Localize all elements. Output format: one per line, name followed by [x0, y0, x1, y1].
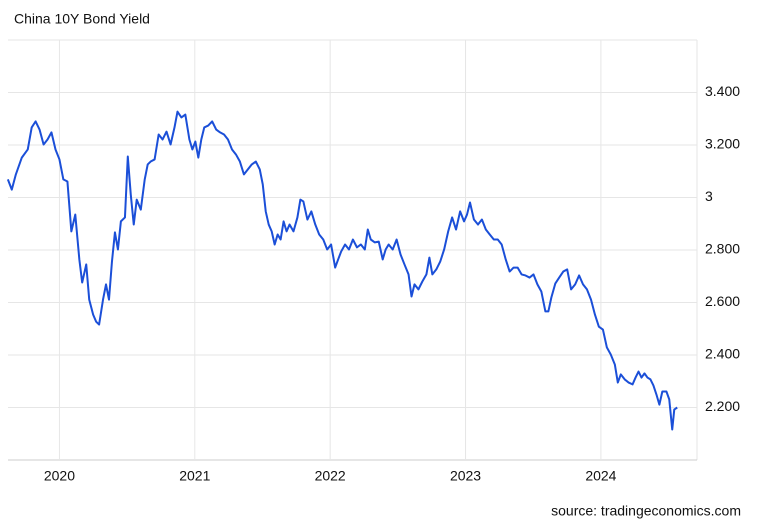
y-tick-label: 2.200: [705, 398, 740, 414]
source-note: source: tradingeconomics.com: [551, 503, 741, 519]
y-tick-label: 2.600: [705, 293, 740, 309]
y-tick-label: 3.200: [705, 136, 740, 152]
x-tick-label: 2024: [585, 468, 616, 484]
x-tick-label: 2021: [179, 468, 210, 484]
x-tick-label: 2020: [44, 468, 75, 484]
y-tick-label: 2.400: [705, 346, 740, 362]
chart-title: China 10Y Bond Yield: [14, 11, 150, 27]
x-tick-label: 2022: [315, 468, 346, 484]
yield-line: [6, 110, 678, 431]
y-tick-label: 3: [705, 188, 713, 204]
x-tick-label: 2023: [450, 468, 481, 484]
y-tick-label: 3.400: [705, 83, 740, 99]
y-tick-label: 2.800: [705, 241, 740, 257]
